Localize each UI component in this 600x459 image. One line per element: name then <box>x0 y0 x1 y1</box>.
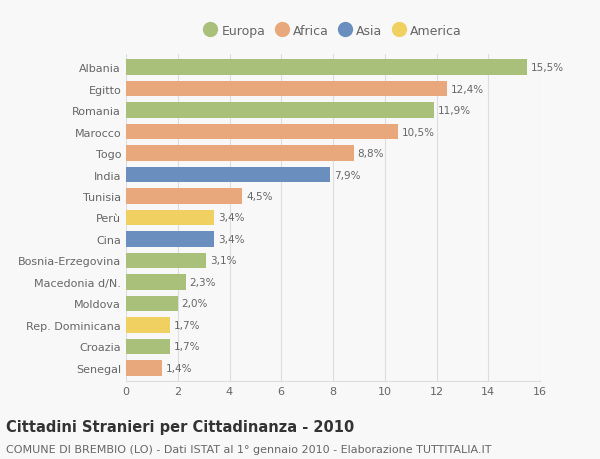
Bar <box>126 339 170 354</box>
Bar <box>126 124 398 140</box>
Bar <box>126 168 331 183</box>
Text: COMUNE DI BREMBIO (LO) - Dati ISTAT al 1° gennaio 2010 - Elaborazione TUTTITALIA: COMUNE DI BREMBIO (LO) - Dati ISTAT al 1… <box>6 444 491 454</box>
Text: 1,7%: 1,7% <box>174 341 200 352</box>
Text: 2,3%: 2,3% <box>190 277 216 287</box>
Bar <box>126 82 447 97</box>
Legend: Europa, Africa, Asia, America: Europa, Africa, Asia, America <box>202 22 464 40</box>
Text: 15,5%: 15,5% <box>531 63 564 73</box>
Bar <box>126 210 214 226</box>
Bar <box>126 360 162 376</box>
Bar <box>126 274 185 290</box>
Text: Cittadini Stranieri per Cittadinanza - 2010: Cittadini Stranieri per Cittadinanza - 2… <box>6 419 354 434</box>
Text: 10,5%: 10,5% <box>401 127 434 137</box>
Text: 1,4%: 1,4% <box>166 363 193 373</box>
Text: 1,7%: 1,7% <box>174 320 200 330</box>
Bar <box>126 318 170 333</box>
Text: 3,1%: 3,1% <box>210 256 236 266</box>
Bar <box>126 60 527 76</box>
Text: 3,4%: 3,4% <box>218 235 244 245</box>
Text: 7,9%: 7,9% <box>334 170 361 180</box>
Text: 4,5%: 4,5% <box>247 191 273 202</box>
Bar <box>126 253 206 269</box>
Bar <box>126 232 214 247</box>
Text: 12,4%: 12,4% <box>451 84 484 95</box>
Bar <box>126 103 434 118</box>
Text: 3,4%: 3,4% <box>218 213 244 223</box>
Bar <box>126 189 242 204</box>
Text: 8,8%: 8,8% <box>358 149 384 159</box>
Bar <box>126 296 178 312</box>
Bar <box>126 146 354 162</box>
Text: 11,9%: 11,9% <box>438 106 471 116</box>
Text: 2,0%: 2,0% <box>182 299 208 309</box>
